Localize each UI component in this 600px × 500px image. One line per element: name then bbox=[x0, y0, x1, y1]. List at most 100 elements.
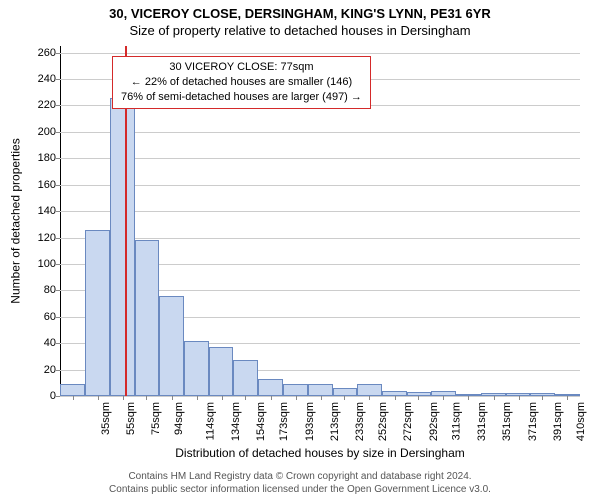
x-tick-label: 272sqm bbox=[403, 402, 415, 441]
attribution-line2: Contains public sector information licen… bbox=[0, 483, 600, 496]
x-tick-mark bbox=[443, 396, 444, 400]
x-tick-label: 410sqm bbox=[576, 402, 588, 441]
y-tick-mark bbox=[56, 132, 60, 133]
y-tick-label: 120 bbox=[38, 232, 56, 244]
y-tick-mark bbox=[56, 105, 60, 106]
y-tick-mark bbox=[56, 79, 60, 80]
x-tick-mark bbox=[296, 396, 297, 400]
attribution-text: Contains HM Land Registry data © Crown c… bbox=[0, 470, 600, 496]
y-tick-label: 240 bbox=[38, 73, 56, 85]
x-tick-mark bbox=[123, 396, 124, 400]
grid-line bbox=[60, 211, 580, 212]
x-tick-label: 252sqm bbox=[378, 402, 390, 441]
x-tick-label: 371sqm bbox=[527, 402, 539, 441]
histogram-bar bbox=[357, 384, 382, 396]
y-axis-title-text: Number of detached properties bbox=[9, 138, 23, 303]
x-tick-label: 35sqm bbox=[100, 402, 112, 435]
y-axis-title: Number of detached properties bbox=[8, 46, 24, 396]
y-tick-mark bbox=[56, 290, 60, 291]
histogram-bar bbox=[159, 296, 184, 396]
x-tick-label: 173sqm bbox=[279, 402, 291, 441]
plot-area: 02040608010012014016018020022024026035sq… bbox=[60, 46, 580, 396]
y-tick-label: 140 bbox=[38, 205, 56, 217]
histogram-bar bbox=[209, 347, 233, 396]
x-tick-label: 351sqm bbox=[502, 402, 514, 441]
x-tick-label: 391sqm bbox=[552, 402, 564, 441]
x-tick-label: 55sqm bbox=[125, 402, 137, 435]
x-tick-label: 114sqm bbox=[204, 402, 216, 440]
x-axis-title: Distribution of detached houses by size … bbox=[60, 446, 580, 460]
y-tick-label: 160 bbox=[38, 179, 56, 191]
y-tick-label: 260 bbox=[38, 47, 56, 59]
grid-line bbox=[60, 158, 580, 159]
x-tick-mark bbox=[146, 396, 147, 400]
y-tick-mark bbox=[56, 185, 60, 186]
info-box-line: ← 22% of detached houses are smaller (14… bbox=[121, 75, 362, 90]
y-tick-mark bbox=[56, 264, 60, 265]
x-tick-label: 233sqm bbox=[354, 402, 366, 441]
y-tick-mark bbox=[56, 211, 60, 212]
x-tick-mark bbox=[468, 396, 469, 400]
y-tick-mark bbox=[56, 370, 60, 371]
histogram-bar bbox=[110, 98, 135, 396]
x-tick-mark bbox=[222, 396, 223, 400]
histogram-bar bbox=[60, 384, 85, 396]
grid-line bbox=[60, 185, 580, 186]
y-tick-label: 80 bbox=[44, 284, 56, 296]
x-tick-mark bbox=[172, 396, 173, 400]
x-tick-mark bbox=[395, 396, 396, 400]
y-tick-mark bbox=[56, 238, 60, 239]
histogram-bar bbox=[184, 341, 209, 396]
histogram-bar bbox=[283, 384, 308, 396]
y-tick-label: 100 bbox=[38, 258, 56, 270]
x-tick-label: 311sqm bbox=[451, 402, 463, 440]
x-tick-mark bbox=[418, 396, 419, 400]
x-tick-label: 213sqm bbox=[329, 402, 341, 441]
y-tick-mark bbox=[56, 343, 60, 344]
y-tick-label: 40 bbox=[44, 337, 56, 349]
x-tick-mark bbox=[344, 396, 345, 400]
info-box: 30 VICEROY CLOSE: 77sqm← 22% of detached… bbox=[112, 56, 371, 109]
x-tick-mark bbox=[271, 396, 272, 400]
y-tick-label: 180 bbox=[38, 152, 56, 164]
attribution-line1: Contains HM Land Registry data © Crown c… bbox=[0, 470, 600, 483]
x-tick-label: 331sqm bbox=[477, 402, 489, 441]
y-tick-mark bbox=[56, 396, 60, 397]
histogram-bar bbox=[333, 388, 357, 396]
grid-line bbox=[60, 53, 580, 54]
x-tick-label: 75sqm bbox=[150, 402, 162, 435]
grid-line bbox=[60, 238, 580, 239]
y-tick-mark bbox=[56, 158, 60, 159]
chart-title-main: 30, VICEROY CLOSE, DERSINGHAM, KING'S LY… bbox=[0, 6, 600, 21]
x-tick-mark bbox=[369, 396, 370, 400]
x-tick-mark bbox=[519, 396, 520, 400]
x-tick-mark bbox=[567, 396, 568, 400]
x-tick-mark bbox=[542, 396, 543, 400]
x-tick-label: 193sqm bbox=[304, 402, 316, 441]
y-tick-mark bbox=[56, 53, 60, 54]
histogram-bar bbox=[135, 240, 159, 396]
x-tick-mark bbox=[197, 396, 198, 400]
y-tick-label: 0 bbox=[50, 390, 56, 402]
y-tick-mark bbox=[56, 317, 60, 318]
chart-container: 30, VICEROY CLOSE, DERSINGHAM, KING'S LY… bbox=[0, 0, 600, 500]
histogram-bar bbox=[233, 360, 258, 396]
x-tick-label: 134sqm bbox=[230, 402, 242, 441]
histogram-bar bbox=[85, 230, 110, 396]
x-tick-label: 154sqm bbox=[255, 402, 267, 441]
x-tick-label: 94sqm bbox=[173, 402, 185, 435]
info-box-line: 30 VICEROY CLOSE: 77sqm bbox=[121, 60, 362, 75]
y-tick-label: 60 bbox=[44, 311, 56, 323]
x-tick-mark bbox=[98, 396, 99, 400]
x-tick-mark bbox=[321, 396, 322, 400]
y-tick-label: 220 bbox=[38, 99, 56, 111]
x-tick-mark bbox=[245, 396, 246, 400]
grid-line bbox=[60, 132, 580, 133]
x-tick-mark bbox=[73, 396, 74, 400]
x-tick-mark bbox=[494, 396, 495, 400]
info-box-line: 76% of semi-detached houses are larger (… bbox=[121, 90, 362, 105]
histogram-bar bbox=[308, 384, 333, 396]
chart-titles: 30, VICEROY CLOSE, DERSINGHAM, KING'S LY… bbox=[0, 0, 600, 38]
x-tick-label: 292sqm bbox=[428, 402, 440, 441]
chart-title-sub: Size of property relative to detached ho… bbox=[0, 23, 600, 38]
